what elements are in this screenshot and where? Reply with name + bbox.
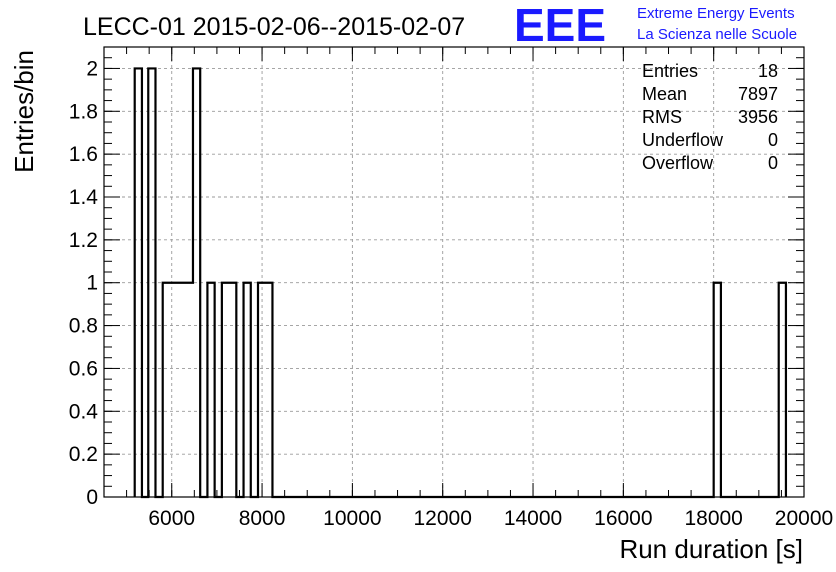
stat-label: Underflow — [642, 130, 724, 150]
y-tick-label: 2 — [86, 57, 98, 80]
eee-logo: EEE Extreme Energy Events La Scienza nel… — [514, 0, 797, 51]
histogram-step-line — [133, 67, 788, 499]
chart-title: LECC-01 2015-02-06--2015-02-07 — [83, 13, 465, 41]
stat-value: 3956 — [738, 107, 778, 127]
x-tick-labels: 6000 8000 10000 12000 14000 16000 18000 20000 — [148, 507, 833, 530]
y-axis-title: Entries/bin — [9, 50, 39, 173]
y-tick-labels: 0 0.2 0.4 0.6 0.8 1 1.2 1.4 1.6 1.8 2 — [69, 57, 99, 509]
plot-frame — [103, 46, 805, 498]
stat-value: 7897 — [738, 84, 778, 104]
y-tick-label: 0 — [86, 486, 98, 509]
x-tick-label: 18000 — [684, 507, 742, 530]
x-tick-label: 12000 — [414, 507, 472, 530]
axis-ticks — [104, 46, 805, 498]
y-tick-label: 1.6 — [69, 143, 98, 166]
x-axis-title: Run duration [s] — [619, 534, 803, 564]
stat-label: Overflow — [642, 153, 714, 173]
logo-line-2: La Scienza nelle Scuole — [637, 26, 797, 43]
y-tick-label: 0.8 — [69, 315, 98, 338]
stat-label: RMS — [642, 107, 682, 127]
y-tick-label: 1.4 — [69, 186, 99, 209]
x-tick-label: 20000 — [775, 507, 833, 530]
x-tick-label: 14000 — [504, 507, 562, 530]
x-tick-label: 10000 — [323, 507, 381, 530]
y-tick-label: 0.4 — [69, 400, 99, 423]
logo-line-1: Extreme Energy Events — [637, 5, 795, 22]
y-tick-label: 1 — [86, 272, 98, 295]
stat-value: 0 — [768, 153, 778, 173]
y-tick-label: 1.2 — [69, 229, 98, 252]
grid-lines — [104, 47, 804, 497]
x-tick-label: 8000 — [239, 507, 286, 530]
y-tick-label: 1.8 — [69, 100, 98, 123]
stat-label: Entries — [642, 61, 698, 81]
x-tick-label: 6000 — [148, 507, 195, 530]
y-tick-label: 0.2 — [69, 443, 98, 466]
x-tick-label: 16000 — [594, 507, 652, 530]
stat-value: 18 — [758, 61, 778, 81]
y-tick-label: 0.6 — [69, 357, 98, 380]
stat-label: Mean — [642, 84, 687, 104]
stats-box: Entries 18 Mean 7897 RMS 3956 Underflow 0 Overfl… — [642, 61, 778, 173]
logo-mark: EEE — [514, 0, 606, 51]
stat-value: 0 — [768, 130, 778, 150]
